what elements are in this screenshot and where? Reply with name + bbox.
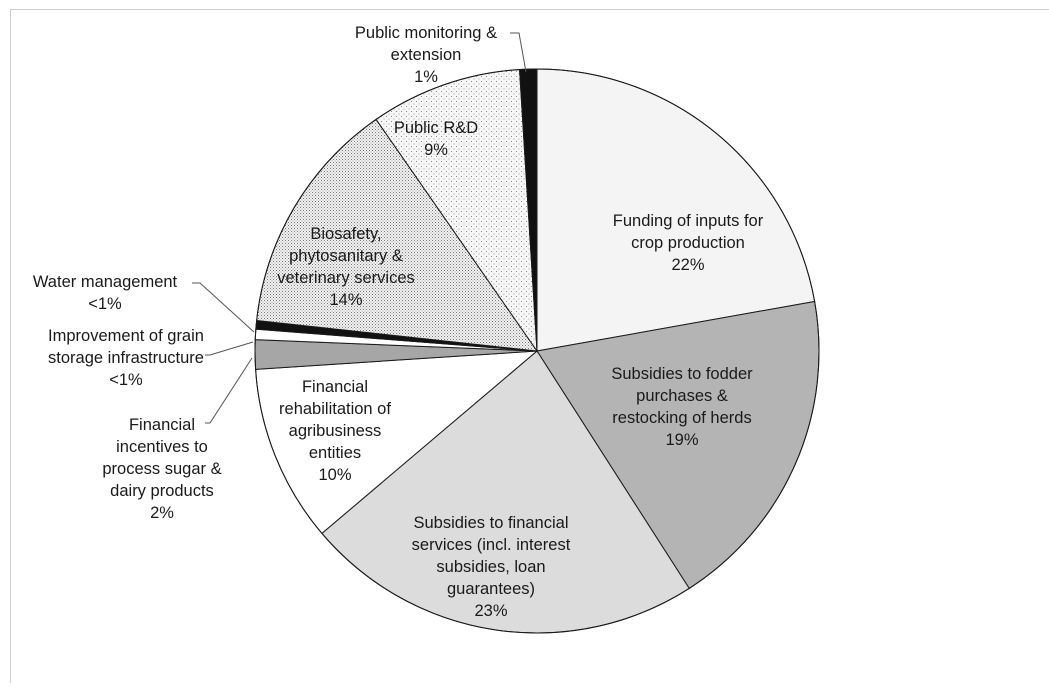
slice-label-0-line-1: crop production xyxy=(631,234,745,252)
slice-label-7-line-0: Biosafety, xyxy=(310,225,381,243)
slice-label-5-line-1: storage infrastructure xyxy=(48,349,204,367)
frame-border-top xyxy=(10,9,1049,10)
leader-line-5 xyxy=(205,341,254,356)
pie-outline xyxy=(254,68,820,634)
slice-label-2-line-0: Subsidies to financial xyxy=(413,514,568,532)
slice-label-0-line-0: Funding of inputs for xyxy=(613,212,764,230)
leader-line-9 xyxy=(510,32,527,73)
slice-label-1-line-2: restocking of herds xyxy=(612,409,751,427)
slice-label-3-line-1: rehabilitation of xyxy=(279,400,391,418)
slice-label-9-line-1: extension xyxy=(391,46,462,64)
slice-label-8-line-0: Public R&D xyxy=(394,119,478,137)
slice-label-9-line-0: Public monitoring & xyxy=(355,24,497,42)
pie-slices xyxy=(254,68,820,634)
slice-label-7: Biosafety, phytosanitary & veterinary serv… xyxy=(277,225,415,309)
slice-label-6: Water management <1% xyxy=(33,273,178,313)
leader-line-6 xyxy=(192,282,255,333)
slice-label-2-line-3: guarantees) xyxy=(447,580,535,598)
slice-label-3-line-0: Financial xyxy=(302,378,368,396)
slice-label-3: Financial rehabilitation of agribusiness en… xyxy=(279,378,391,484)
slice-label-7-line-3: 14% xyxy=(329,291,362,309)
slice-label-0-line-2: 22% xyxy=(671,256,704,274)
leader-line-4 xyxy=(205,357,253,424)
slice-label-2-line-4: 23% xyxy=(474,602,507,620)
leader-lines xyxy=(192,32,527,424)
slice-label-2-line-2: subsidies, loan xyxy=(436,558,545,576)
slice-label-4-line-0: Financial xyxy=(129,416,195,434)
slice-label-4-line-4: 2% xyxy=(150,504,174,522)
slice-label-2-line-1: services (incl. interest xyxy=(412,536,571,554)
slice-label-3-line-2: agribusiness xyxy=(289,422,382,440)
slice-label-0: Funding of inputs for crop production 22% xyxy=(613,212,764,274)
slice-label-5: Improvement of grain storage infrastructu… xyxy=(48,327,204,389)
slice-label-6-line-0: Water management xyxy=(33,273,178,291)
slice-label-6-line-1: <1% xyxy=(88,295,122,313)
slice-label-7-line-2: veterinary services xyxy=(277,269,415,287)
slice-labels: Funding of inputs for crop production 22% S… xyxy=(33,24,764,620)
slice-label-3-line-3: entities xyxy=(309,444,361,462)
slice-label-9: Public monitoring & extension 1% xyxy=(355,24,497,86)
slice-label-8: Public R&D 9% xyxy=(394,119,478,159)
slice-label-7-line-1: phytosanitary & xyxy=(289,247,403,265)
frame-border-left xyxy=(10,9,11,683)
slice-label-5-line-0: Improvement of grain xyxy=(48,327,204,345)
slice-label-1-line-0: Subsidies to fodder xyxy=(611,365,753,383)
slice-label-4-line-3: dairy products xyxy=(110,482,214,500)
slice-label-8-line-1: 9% xyxy=(424,141,448,159)
slice-label-2: Subsidies to financial services (incl. in… xyxy=(412,514,571,620)
slice-label-3-line-4: 10% xyxy=(318,466,351,484)
slice-label-9-line-2: 1% xyxy=(414,68,438,86)
slice-label-5-line-2: <1% xyxy=(109,371,143,389)
slice-label-1-line-3: 19% xyxy=(665,431,698,449)
slice-label-4-line-1: incentives to xyxy=(116,438,208,456)
slice-label-1-line-1: purchases & xyxy=(636,387,728,405)
slice-label-4-line-2: process sugar & xyxy=(102,460,221,478)
slice-label-1: Subsidies to fodder purchases & restocking… xyxy=(611,365,753,449)
slice-label-4: Financial incentives to process sugar & dai… xyxy=(102,416,221,522)
